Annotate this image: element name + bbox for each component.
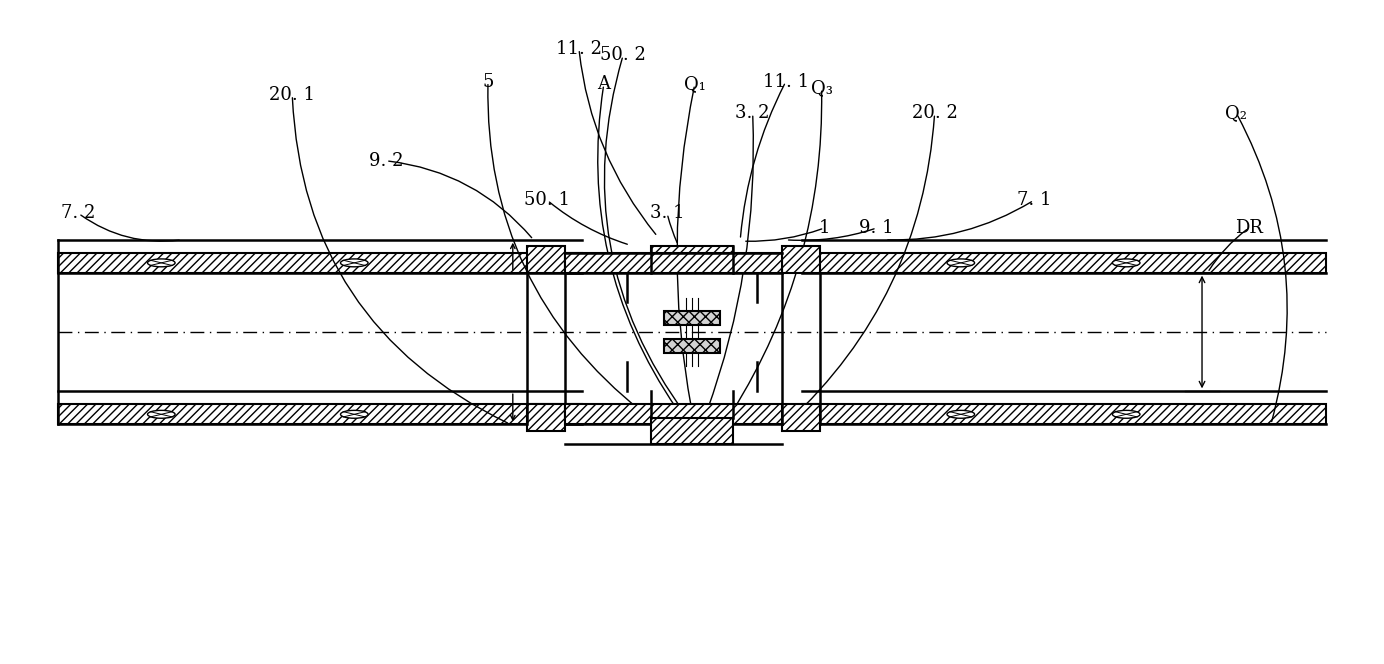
Bar bbox=[565, 253, 782, 273]
Text: 3. 1: 3. 1 bbox=[650, 205, 685, 222]
Bar bbox=[803, 253, 1326, 273]
Text: 1: 1 bbox=[818, 219, 830, 237]
Text: 9. 1: 9. 1 bbox=[859, 219, 894, 237]
Bar bbox=[58, 253, 581, 273]
Bar bbox=[782, 404, 821, 431]
Bar bbox=[650, 246, 734, 253]
Bar bbox=[664, 311, 720, 325]
Text: 50. 2: 50. 2 bbox=[601, 46, 646, 64]
Bar bbox=[650, 246, 734, 253]
Bar bbox=[526, 404, 565, 431]
Text: A: A bbox=[598, 76, 610, 94]
Ellipse shape bbox=[340, 410, 368, 418]
Text: 9. 2: 9. 2 bbox=[368, 152, 403, 170]
Bar bbox=[803, 253, 1326, 273]
Bar bbox=[58, 404, 581, 424]
Text: 11. 1: 11. 1 bbox=[763, 73, 808, 91]
Text: 7. 2: 7. 2 bbox=[61, 205, 95, 222]
Text: 11. 2: 11. 2 bbox=[556, 40, 602, 58]
Bar bbox=[782, 246, 821, 273]
Text: 5: 5 bbox=[482, 73, 494, 91]
Bar bbox=[782, 404, 821, 431]
Ellipse shape bbox=[947, 410, 974, 418]
Bar bbox=[650, 418, 734, 444]
Text: 20. 1: 20. 1 bbox=[270, 86, 316, 104]
Bar bbox=[782, 246, 821, 273]
Text: 3. 2: 3. 2 bbox=[735, 104, 770, 122]
Ellipse shape bbox=[148, 259, 176, 267]
Bar bbox=[58, 253, 581, 273]
Bar bbox=[664, 311, 720, 325]
Text: DR: DR bbox=[1235, 219, 1262, 237]
Bar bbox=[565, 253, 782, 273]
Ellipse shape bbox=[1113, 259, 1140, 267]
Text: Q₂: Q₂ bbox=[1225, 104, 1247, 122]
Text: Q₃: Q₃ bbox=[811, 80, 833, 98]
Bar bbox=[565, 404, 782, 424]
Text: Q₁: Q₁ bbox=[684, 76, 706, 94]
Bar bbox=[664, 339, 720, 353]
Bar bbox=[803, 404, 1326, 424]
Text: 50. 1: 50. 1 bbox=[525, 191, 570, 209]
Text: 7. 1: 7. 1 bbox=[1017, 191, 1050, 209]
Bar bbox=[650, 418, 734, 444]
Ellipse shape bbox=[947, 259, 974, 267]
Text: 20. 2: 20. 2 bbox=[912, 104, 958, 122]
Ellipse shape bbox=[148, 410, 176, 418]
Bar bbox=[526, 246, 565, 273]
Ellipse shape bbox=[340, 259, 368, 267]
Bar bbox=[664, 339, 720, 353]
Bar bbox=[565, 404, 782, 424]
Ellipse shape bbox=[1113, 410, 1140, 418]
Bar bbox=[526, 246, 565, 273]
Bar bbox=[526, 404, 565, 431]
Bar bbox=[58, 404, 581, 424]
Bar bbox=[803, 404, 1326, 424]
